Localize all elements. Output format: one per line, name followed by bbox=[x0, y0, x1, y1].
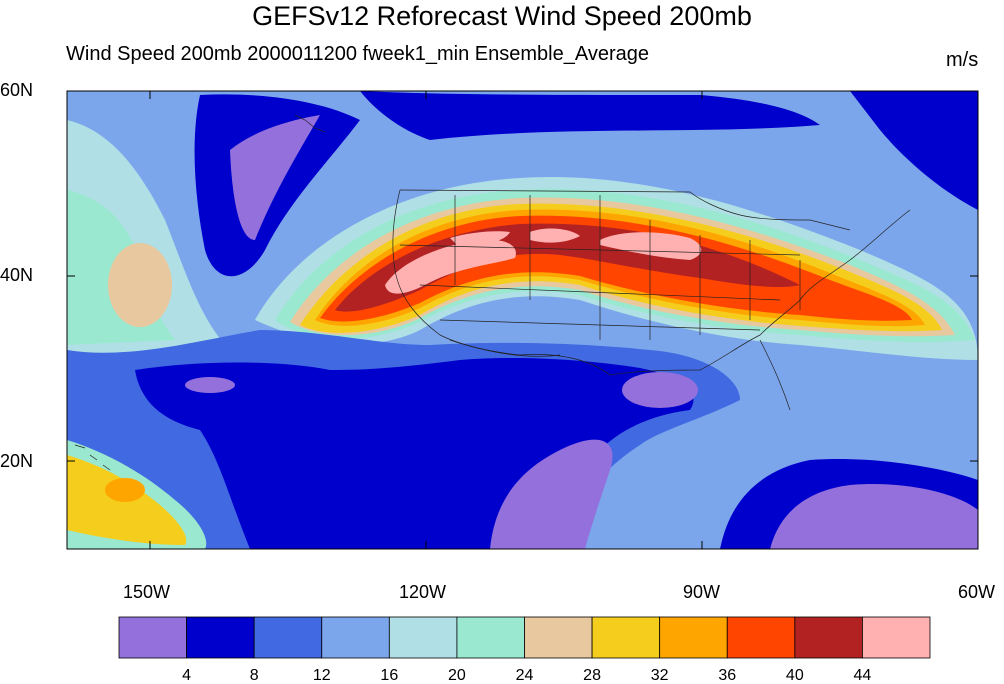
contour-48-core-west2 bbox=[450, 231, 510, 248]
plot-title: GEFSv12 Reforecast Wind Speed 200mb bbox=[252, 1, 752, 31]
plot-subtitle: Wind Speed 200mb 2000011200 fweek1_min E… bbox=[66, 43, 649, 65]
coast-hawaii bbox=[74, 444, 111, 471]
y-tick-label-20n: 20N bbox=[0, 451, 34, 471]
colorbar-label: 8 bbox=[250, 667, 259, 684]
colorbar-swatch bbox=[862, 616, 931, 659]
colorbar: 4 8 12 16 20 24 28 32 36 40 44 bbox=[118, 616, 931, 684]
colorbar-swatch bbox=[186, 616, 255, 659]
colorbar-swatch bbox=[794, 616, 863, 659]
x-tick-label-150w: 150W bbox=[123, 582, 171, 602]
colorbar-label: 32 bbox=[651, 667, 669, 684]
colorbar-swatch bbox=[456, 616, 525, 659]
border-canada-us bbox=[399, 189, 851, 231]
y-tick-label-40n: 40N bbox=[0, 265, 34, 285]
colorbar-label: 12 bbox=[313, 667, 331, 684]
colorbar-swatch bbox=[659, 616, 728, 659]
coast-florida bbox=[759, 339, 791, 411]
coastlines bbox=[74, 114, 911, 471]
colorbar-label: 28 bbox=[583, 667, 601, 684]
colorbar-swatch bbox=[118, 616, 187, 659]
contour-8-ne bbox=[850, 91, 978, 210]
units-label: m/s bbox=[946, 49, 979, 71]
contour-48-core-west bbox=[385, 239, 516, 294]
colorbar-swatch bbox=[591, 616, 661, 659]
state-borders bbox=[454, 195, 801, 340]
contour-4-se bbox=[770, 484, 978, 549]
x-tick-label-120w: 120W bbox=[399, 582, 447, 602]
colorbar-label: 44 bbox=[854, 667, 872, 684]
colorbar-swatch bbox=[388, 616, 458, 659]
colorbar-swatch bbox=[321, 616, 390, 659]
colorbar-swatch bbox=[726, 616, 796, 659]
contour-4-nw bbox=[230, 115, 320, 240]
contour-48-core-mid bbox=[530, 228, 580, 243]
wind-speed-contours bbox=[67, 91, 978, 549]
colorbar-swatch bbox=[253, 616, 323, 659]
x-tick-label-60w: 60W bbox=[958, 582, 996, 602]
coast-alaska-panhandle bbox=[294, 114, 326, 133]
y-tick-label-60n: 60N bbox=[0, 80, 34, 100]
contour-36-hawaii bbox=[105, 478, 145, 502]
colorbar-label: 24 bbox=[516, 667, 534, 684]
map-frame bbox=[66, 90, 979, 550]
colorbar-label: 16 bbox=[380, 667, 398, 684]
contour-4-central-south bbox=[490, 439, 613, 549]
contour-8-south bbox=[135, 357, 694, 549]
colorbar-label: 20 bbox=[448, 667, 466, 684]
colorbar-label: 36 bbox=[718, 667, 736, 684]
contour-8-north bbox=[360, 91, 820, 140]
x-tick-label-90w: 90W bbox=[683, 582, 721, 602]
border-us-mexico bbox=[449, 339, 561, 357]
axis-ticks bbox=[67, 90, 979, 549]
contour-4-gulf bbox=[622, 372, 698, 408]
coast-north-america bbox=[392, 189, 911, 376]
contour-48-core-east bbox=[600, 232, 702, 260]
state-borders-horizontal bbox=[399, 244, 801, 331]
contour-4-pacific bbox=[185, 377, 235, 393]
colorbar-label: 4 bbox=[182, 667, 191, 684]
colorbar-swatch bbox=[524, 616, 593, 659]
colorbar-label: 40 bbox=[786, 667, 804, 684]
contour-28-left bbox=[108, 243, 172, 327]
